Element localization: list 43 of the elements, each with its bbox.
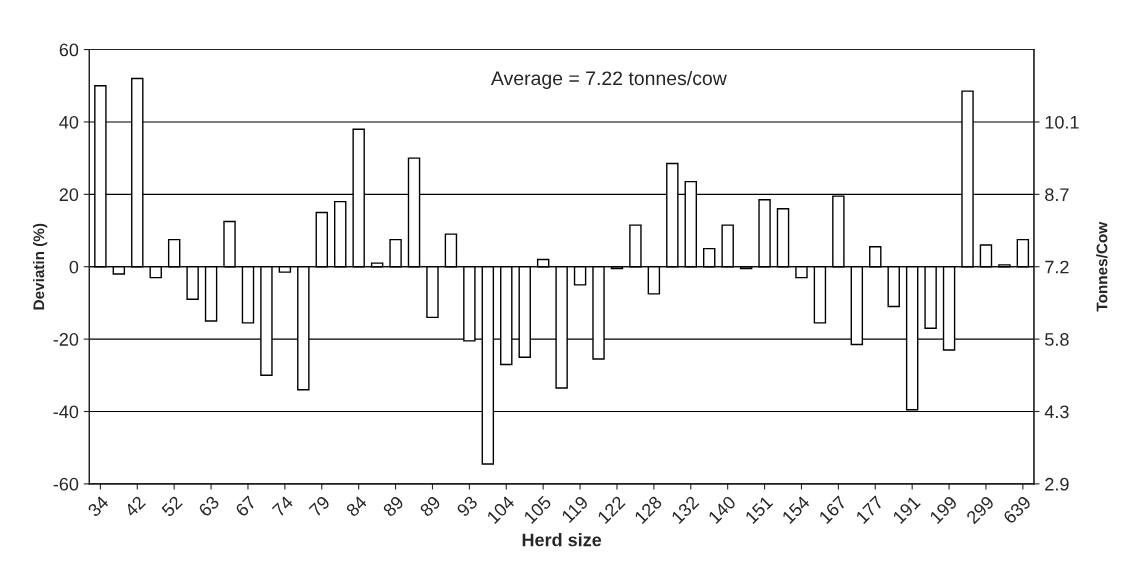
y-tick-label: 20 — [59, 188, 79, 202]
x-tick-label: 140 — [707, 495, 737, 525]
x-tick-label: 128 — [633, 495, 663, 525]
y-axis-title: Deviatin (%) — [33, 223, 48, 310]
y2-tick-label: 5.8 — [1045, 333, 1069, 346]
x-tick-label: 154 — [781, 495, 811, 525]
x-tick-label: 639 — [1002, 495, 1032, 525]
x-tick-label: 84 — [345, 495, 368, 518]
y-tick-label: -40 — [53, 405, 79, 419]
x-tick-label: 105 — [523, 495, 553, 525]
x-tick-label: 177 — [855, 495, 884, 524]
y2-tick-label: 8.7 — [1045, 188, 1069, 202]
y-tick-label: 60 — [59, 43, 79, 57]
x-tick-label: 132 — [670, 495, 700, 525]
y2-tick-label: 10.1 — [1045, 115, 1079, 129]
y2-tick-label: 4.3 — [1044, 405, 1069, 419]
x-tick-label: 42 — [123, 495, 146, 518]
x-axis-title: Herd size — [522, 533, 602, 547]
y2-tick-label: 7.2 — [1045, 260, 1069, 274]
y-tick-label: -60 — [53, 477, 79, 491]
x-tick-label: 79 — [308, 495, 331, 518]
x-tick-label: 67 — [234, 495, 257, 518]
x-tick-label: 299 — [965, 495, 995, 525]
x-tick-label: 151 — [744, 495, 774, 525]
y-tick-label: 40 — [59, 115, 79, 129]
x-tick-label: 199 — [929, 495, 958, 525]
x-tick-label: 93 — [456, 495, 479, 518]
y2-tick-label: 2.9 — [1045, 477, 1069, 491]
x-tick-label: 104 — [486, 495, 516, 525]
y-tick-label: -20 — [53, 333, 79, 346]
x-tick-label: 122 — [596, 495, 626, 524]
x-tick-label: 63 — [197, 495, 220, 518]
x-tick-label: 34 — [87, 495, 110, 518]
x-tick-label: 74 — [271, 495, 294, 518]
x-tick-label: 52 — [160, 495, 183, 518]
x-tick-label: 191 — [892, 495, 921, 525]
y-tick-label: 0 — [69, 260, 79, 274]
annotation: Average = 7.22 tonnes/cow — [490, 70, 727, 90]
x-tick-label: 89 — [382, 495, 405, 518]
x-tick-label: 119 — [561, 495, 589, 524]
x-tick-label: 167 — [818, 495, 848, 525]
y2-axis-title: Tonnes/Cow — [1096, 221, 1108, 312]
x-tick-label: 89 — [419, 495, 442, 518]
